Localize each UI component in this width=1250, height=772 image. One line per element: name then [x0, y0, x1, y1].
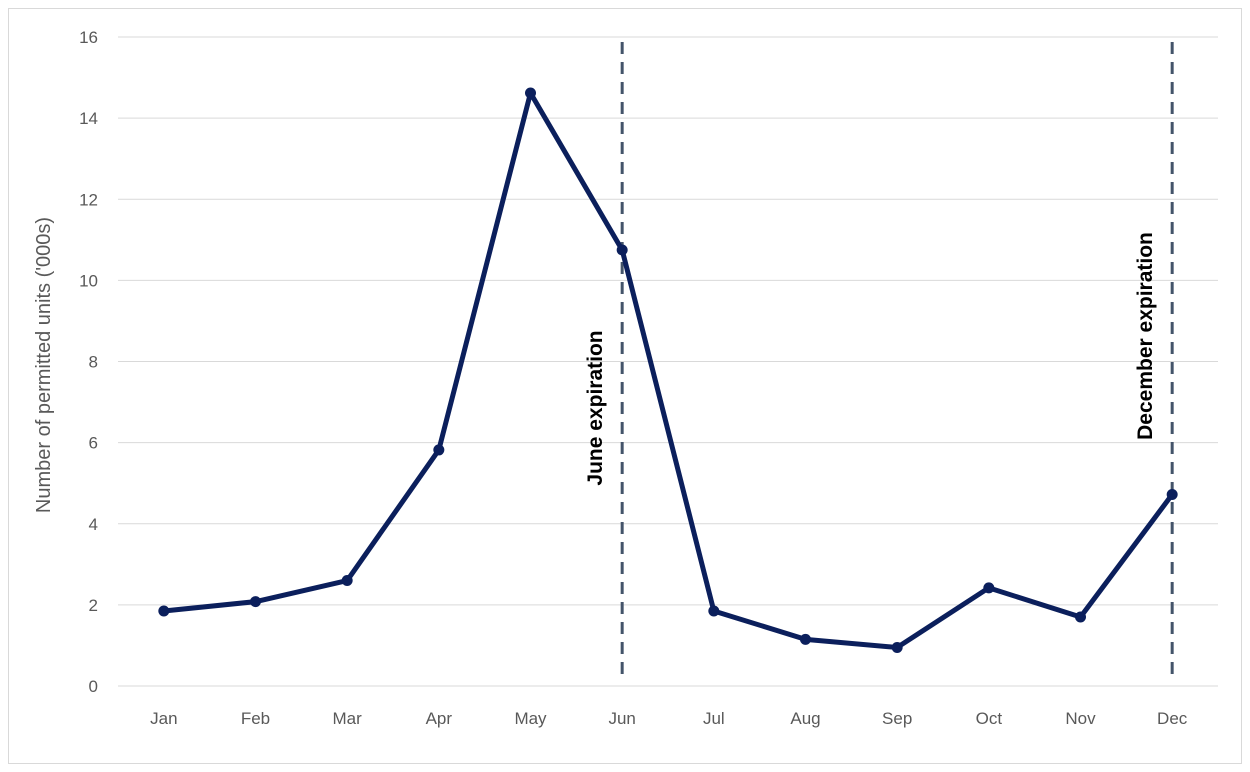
y-tick-label: 16: [79, 28, 98, 47]
y-tick-label: 14: [79, 109, 98, 128]
gridlines: [118, 36, 1218, 687]
annotations: June expiration December expiration: [584, 42, 1174, 676]
y-tick-label: 6: [89, 434, 98, 453]
chart-frame: [8, 8, 1242, 764]
data-point: [158, 605, 170, 617]
x-tick-label: Jun: [608, 709, 635, 728]
data-point: [250, 596, 261, 608]
x-tick-label: Jan: [150, 709, 177, 728]
x-tick-label: Dec: [1157, 709, 1188, 728]
x-tick-label: May: [514, 709, 547, 728]
x-tick-label: Sep: [882, 709, 912, 728]
y-axis-title: Number of permitted units ('000s): [33, 217, 55, 513]
x-tick-label: Mar: [333, 709, 363, 728]
data-point: [433, 444, 445, 456]
data-point: [800, 633, 811, 645]
annotation-label: December expiration: [1134, 232, 1157, 440]
data-point: [983, 582, 995, 594]
series: [158, 87, 1178, 653]
data-point: [1075, 611, 1086, 623]
y-tick-label: 8: [89, 353, 98, 372]
y-axis-ticks: 0 2 4 6 8 10 12 14 16: [79, 28, 98, 696]
x-tick-label: Apr: [426, 709, 453, 728]
data-point: [616, 244, 628, 256]
x-axis-ticks: Jan Feb Mar Apr May Jun Jul Aug Sep Oct Nov Dec: [150, 709, 1188, 728]
series-line: [161, 90, 1175, 650]
data-point: [708, 605, 720, 617]
y-tick-label: 0: [89, 677, 98, 696]
data-point: [341, 575, 353, 587]
x-tick-label: Aug: [790, 709, 820, 728]
x-tick-label: Oct: [976, 709, 1003, 728]
y-tick-label: 12: [79, 190, 98, 209]
y-tick-label: 2: [89, 596, 98, 615]
x-tick-label: Nov: [1065, 709, 1096, 728]
y-tick-label: 4: [89, 515, 98, 534]
x-tick-label: Feb: [241, 709, 270, 728]
data-point: [525, 87, 536, 99]
y-tick-label: 10: [79, 271, 98, 290]
annotation-label: June expiration: [584, 330, 607, 485]
data-point: [1166, 489, 1178, 501]
data-point: [891, 641, 903, 653]
x-tick-label: Jul: [703, 709, 725, 728]
